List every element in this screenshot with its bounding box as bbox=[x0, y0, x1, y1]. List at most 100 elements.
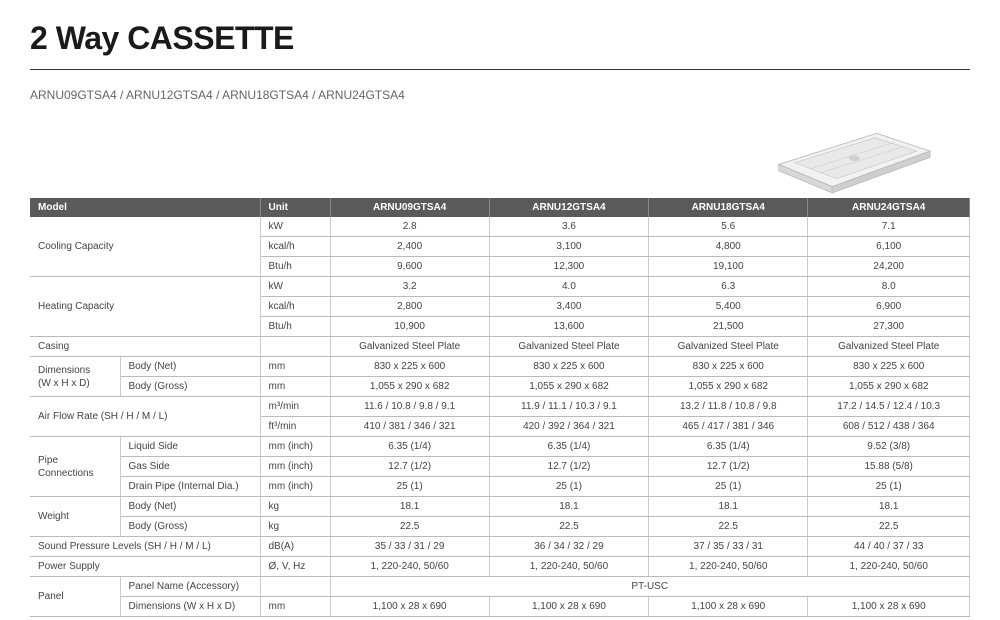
table-row: PipeConnectionsLiquid Sidemm (inch)6.35 … bbox=[30, 437, 970, 457]
value-cell: PT-USC bbox=[330, 577, 970, 597]
value-cell: 35 / 33 / 31 / 29 bbox=[330, 537, 489, 557]
group-label: PipeConnections bbox=[30, 437, 120, 497]
value-cell: 13,600 bbox=[489, 317, 648, 337]
sub-label: Dimensions (W x H x D) bbox=[120, 597, 260, 617]
table-row: Body (Gross)mm1,055 x 290 x 6821,055 x 2… bbox=[30, 377, 970, 397]
value-cell: 12.7 (1/2) bbox=[649, 457, 808, 477]
value-cell: 19,100 bbox=[649, 257, 808, 277]
value-cell: 1, 220-240, 50/60 bbox=[489, 557, 648, 577]
unit-cell: Btu/h bbox=[260, 257, 330, 277]
value-cell: 22.5 bbox=[330, 517, 489, 537]
value-cell: 21,500 bbox=[649, 317, 808, 337]
value-cell: 18.1 bbox=[330, 497, 489, 517]
value-cell: 37 / 35 / 33 / 31 bbox=[649, 537, 808, 557]
unit-cell: mm bbox=[260, 357, 330, 377]
header-col: ARNU09GTSA4 bbox=[330, 198, 489, 217]
table-row: Drain Pipe (Internal Dia.)mm (inch)25 (1… bbox=[30, 477, 970, 497]
value-cell: 18.1 bbox=[649, 497, 808, 517]
unit-cell: kW bbox=[260, 217, 330, 237]
unit-cell: ft³/min bbox=[260, 417, 330, 437]
value-cell: 5,400 bbox=[649, 297, 808, 317]
header-model: Model bbox=[30, 198, 260, 217]
table-row: Cooling CapacitykW2.83.65.67.1 bbox=[30, 217, 970, 237]
value-cell: 6.35 (1/4) bbox=[489, 437, 648, 457]
group-label: Weight bbox=[30, 497, 120, 537]
value-cell: 36 / 34 / 32 / 29 bbox=[489, 537, 648, 557]
value-cell: 830 x 225 x 600 bbox=[330, 357, 489, 377]
value-cell: 3.6 bbox=[489, 217, 648, 237]
value-cell: 1, 220-240, 50/60 bbox=[808, 557, 970, 577]
unit-cell: kg bbox=[260, 517, 330, 537]
value-cell: 11.6 / 10.8 / 9.8 / 9.1 bbox=[330, 397, 489, 417]
table-row: Gas Sidemm (inch)12.7 (1/2)12.7 (1/2)12.… bbox=[30, 457, 970, 477]
spec-table-body: Cooling CapacitykW2.83.65.67.1kcal/h2,40… bbox=[30, 217, 970, 617]
table-row: Power SupplyØ, V, Hz1, 220-240, 50/601, … bbox=[30, 557, 970, 577]
value-cell: Galvanized Steel Plate bbox=[489, 337, 648, 357]
unit-cell: kg bbox=[260, 497, 330, 517]
unit-cell bbox=[260, 577, 330, 597]
spec-table: ModelUnitARNU09GTSA4ARNU12GTSA4ARNU18GTS… bbox=[30, 198, 970, 617]
value-cell: 3,100 bbox=[489, 237, 648, 257]
value-cell: 4.0 bbox=[489, 277, 648, 297]
group-label: Panel bbox=[30, 577, 120, 617]
value-cell: 465 / 417 / 381 / 346 bbox=[649, 417, 808, 437]
sub-label: Body (Gross) bbox=[120, 377, 260, 397]
unit-cell: Ø, V, Hz bbox=[260, 557, 330, 577]
table-row: Body (Gross)kg22.522.522.522.5 bbox=[30, 517, 970, 537]
value-cell: 22.5 bbox=[489, 517, 648, 537]
value-cell: 18.1 bbox=[489, 497, 648, 517]
value-cell: 1, 220-240, 50/60 bbox=[649, 557, 808, 577]
value-cell: 9.52 (3/8) bbox=[808, 437, 970, 457]
group-label: Power Supply bbox=[30, 557, 260, 577]
value-cell: 1,055 x 290 x 682 bbox=[808, 377, 970, 397]
value-cell: Galvanized Steel Plate bbox=[649, 337, 808, 357]
value-cell: 12.7 (1/2) bbox=[330, 457, 489, 477]
group-label: Air Flow Rate (SH / H / M / L) bbox=[30, 397, 260, 437]
value-cell: 2,800 bbox=[330, 297, 489, 317]
value-cell: 1,100 x 28 x 690 bbox=[808, 597, 970, 617]
unit-cell: Btu/h bbox=[260, 317, 330, 337]
value-cell: 17.2 / 14.5 / 12.4 / 10.3 bbox=[808, 397, 970, 417]
value-cell: 6,900 bbox=[808, 297, 970, 317]
value-cell: 24,200 bbox=[808, 257, 970, 277]
value-cell: 18.1 bbox=[808, 497, 970, 517]
spec-table-head: ModelUnitARNU09GTSA4ARNU12GTSA4ARNU18GTS… bbox=[30, 198, 970, 217]
value-cell: 25 (1) bbox=[330, 477, 489, 497]
unit-cell: mm (inch) bbox=[260, 477, 330, 497]
value-cell: 13.2 / 11.8 / 10.8 / 9.8 bbox=[649, 397, 808, 417]
value-cell: 1,055 x 290 x 682 bbox=[330, 377, 489, 397]
value-cell: 6.3 bbox=[649, 277, 808, 297]
unit-cell: mm bbox=[260, 597, 330, 617]
table-row: Casing Galvanized Steel PlateGalvanized S… bbox=[30, 337, 970, 357]
value-cell: 1,100 x 28 x 690 bbox=[330, 597, 489, 617]
unit-cell: mm (inch) bbox=[260, 437, 330, 457]
value-cell: 4,800 bbox=[649, 237, 808, 257]
value-cell: 12,300 bbox=[489, 257, 648, 277]
table-row: WeightBody (Net)kg18.118.118.118.1 bbox=[30, 497, 970, 517]
value-cell: 608 / 512 / 438 / 364 bbox=[808, 417, 970, 437]
group-label: Casing bbox=[30, 337, 260, 357]
sub-label: Body (Net) bbox=[120, 357, 260, 377]
sub-label: Panel Name (Accessory) bbox=[120, 577, 260, 597]
value-cell: 12.7 (1/2) bbox=[489, 457, 648, 477]
value-cell: 22.5 bbox=[808, 517, 970, 537]
value-cell: 410 / 381 / 346 / 321 bbox=[330, 417, 489, 437]
value-cell: 6,100 bbox=[808, 237, 970, 257]
value-cell: 830 x 225 x 600 bbox=[649, 357, 808, 377]
group-label: Dimensions(W x H x D) bbox=[30, 357, 120, 397]
value-cell: 44 / 40 / 37 / 33 bbox=[808, 537, 970, 557]
product-image bbox=[760, 120, 940, 200]
value-cell: 25 (1) bbox=[808, 477, 970, 497]
value-cell: 420 / 392 / 364 / 321 bbox=[489, 417, 648, 437]
value-cell: 25 (1) bbox=[489, 477, 648, 497]
unit-cell: kcal/h bbox=[260, 237, 330, 257]
value-cell: 25 (1) bbox=[649, 477, 808, 497]
models-line: ARNU09GTSA4 / ARNU12GTSA4 / ARNU18GTSA4 … bbox=[30, 88, 970, 102]
value-cell: 1, 220-240, 50/60 bbox=[330, 557, 489, 577]
value-cell: 22.5 bbox=[649, 517, 808, 537]
value-cell: 2,400 bbox=[330, 237, 489, 257]
value-cell: 1,100 x 28 x 690 bbox=[649, 597, 808, 617]
page-title: 2 Way CASSETTE bbox=[30, 20, 970, 57]
value-cell: 830 x 225 x 600 bbox=[808, 357, 970, 377]
value-cell: 2.8 bbox=[330, 217, 489, 237]
